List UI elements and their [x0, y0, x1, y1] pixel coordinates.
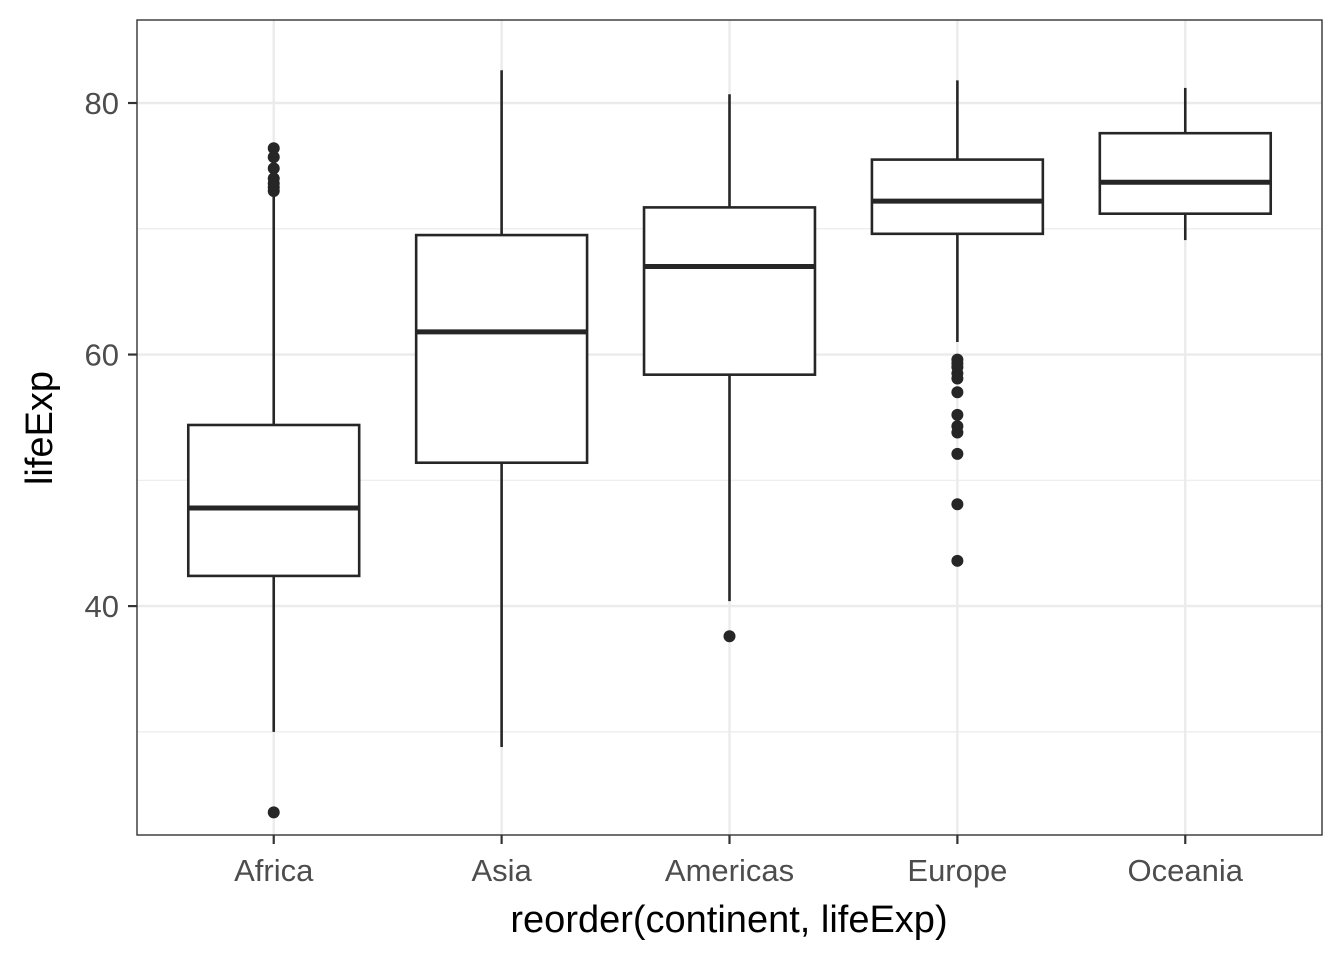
axes: 40 60 80 Africa Asia Americas Europe Oceania: [85, 86, 1244, 888]
iqr-box: [414, 233, 589, 465]
y-tick-label: 80: [85, 86, 119, 121]
y-tick-label: 60: [85, 338, 119, 373]
outlier-point: [951, 498, 964, 511]
outlier-point: [723, 630, 736, 643]
outlier-point: [267, 172, 280, 185]
outlier-point: [951, 386, 964, 399]
box-americas: [642, 94, 817, 643]
x-tick-label: Oceania: [1128, 853, 1244, 888]
boxes-layer: [186, 70, 1273, 819]
outlier-point: [267, 162, 280, 175]
x-tick-label: Africa: [234, 853, 314, 888]
outlier-point: [951, 554, 964, 567]
iqr-box: [1098, 131, 1273, 215]
outlier-point: [267, 806, 280, 819]
x-axis-title: reorder(continent, lifeExp): [510, 899, 947, 941]
outlier-point: [951, 420, 964, 433]
x-tick-label: Asia: [471, 853, 532, 888]
box-asia: [414, 70, 589, 747]
y-tick-label: 40: [85, 589, 119, 624]
y-axis-title: lifeExp: [19, 371, 61, 485]
box-oceania: [1098, 87, 1273, 241]
x-tick-label: Europe: [907, 853, 1007, 888]
outlier-point: [951, 447, 964, 460]
outlier-point: [267, 142, 280, 155]
outlier-point: [951, 408, 964, 421]
outlier-point: [267, 151, 280, 164]
x-tick-label: Americas: [665, 853, 794, 888]
iqr-box: [186, 423, 361, 578]
outlier-point: [951, 353, 964, 366]
iqr-box: [870, 158, 1045, 236]
box-africa: [186, 142, 361, 819]
iqr-box: [642, 206, 817, 376]
box-europe: [870, 80, 1045, 567]
